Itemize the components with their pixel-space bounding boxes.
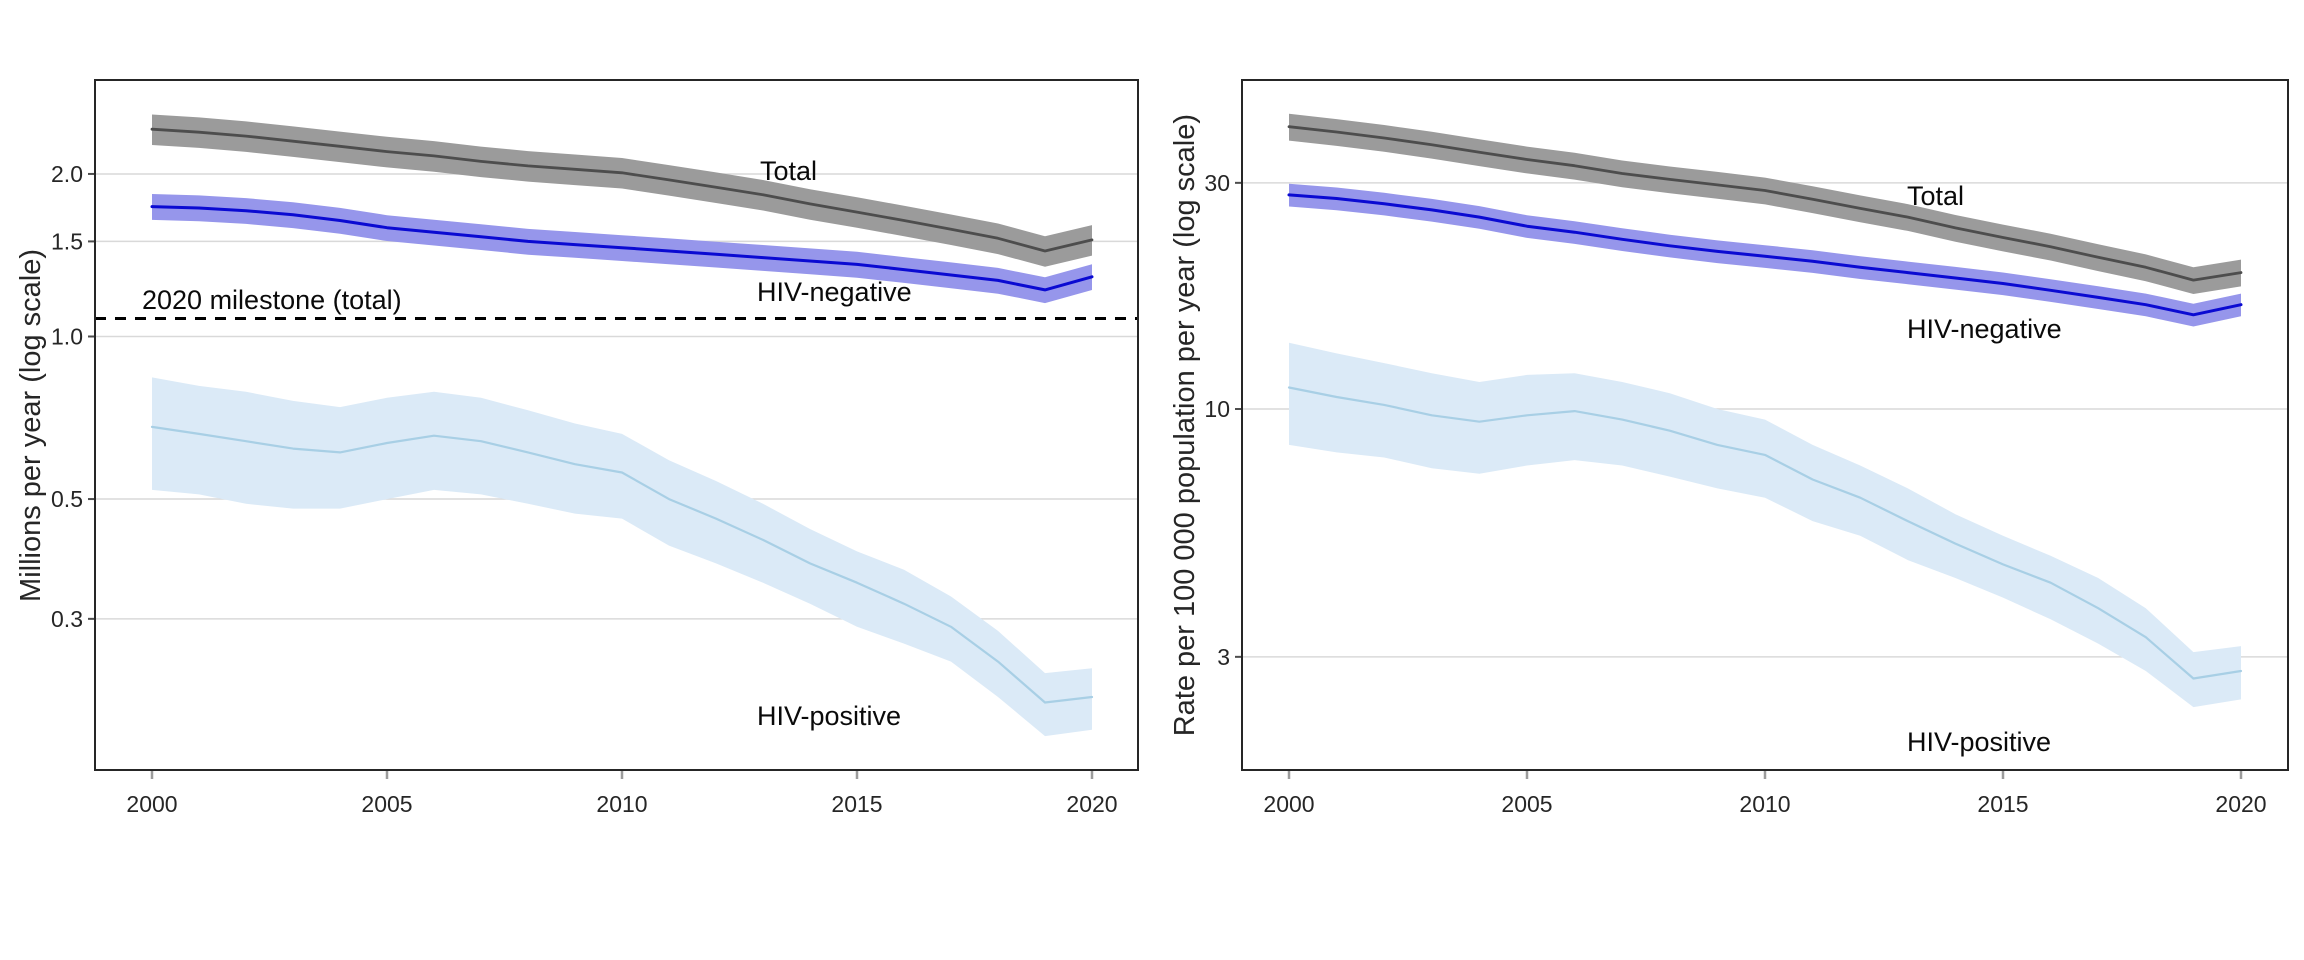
x-tick-label: 2015 xyxy=(1977,791,2028,817)
y-tick-label: 1.5 xyxy=(51,228,83,254)
x-tick-label: 2015 xyxy=(831,791,882,817)
y-tick-label: 30 xyxy=(1204,170,1230,196)
x-tick-label: 2000 xyxy=(1263,791,1314,817)
x-tick-label: 2000 xyxy=(126,791,177,817)
panel-border xyxy=(1241,79,2289,771)
x-tick-label: 2010 xyxy=(596,791,647,817)
x-tick-label: 2005 xyxy=(1501,791,1552,817)
panel-rate: 30 10 3 2000 2005 2010 2015 2020 xyxy=(1204,79,2289,817)
x-tick-label: 2020 xyxy=(1066,791,1117,817)
plot-layer xyxy=(150,114,1094,737)
hivpos-band xyxy=(1289,342,2241,708)
x-tick-label: 2010 xyxy=(1739,791,1790,817)
hivneg-line xyxy=(1287,193,2243,317)
x-tick-label: 2020 xyxy=(2215,791,2266,817)
y-tick-label: 1.0 xyxy=(51,324,83,350)
panel-border xyxy=(94,79,1139,771)
hivpos-band xyxy=(152,377,1092,737)
total-line xyxy=(1287,125,2243,282)
plot-layer xyxy=(1287,113,2243,708)
total-line xyxy=(150,127,1094,253)
y-tick-label: 2.0 xyxy=(51,161,83,187)
y-tick-label: 10 xyxy=(1204,396,1230,422)
x-tick-label: 2005 xyxy=(361,791,412,817)
panel-deaths: 2.0 1.5 1.0 0.5 0.3 2000 2005 2010 2015 2020 xyxy=(51,79,1139,817)
y-tick-label: 0.5 xyxy=(51,486,83,512)
y-tick-label: 3 xyxy=(1217,644,1230,670)
hivneg-line xyxy=(150,205,1094,292)
y-tick-label: 0.3 xyxy=(51,606,83,632)
hivpos-line xyxy=(1287,386,2243,680)
hivpos-line xyxy=(150,425,1094,704)
